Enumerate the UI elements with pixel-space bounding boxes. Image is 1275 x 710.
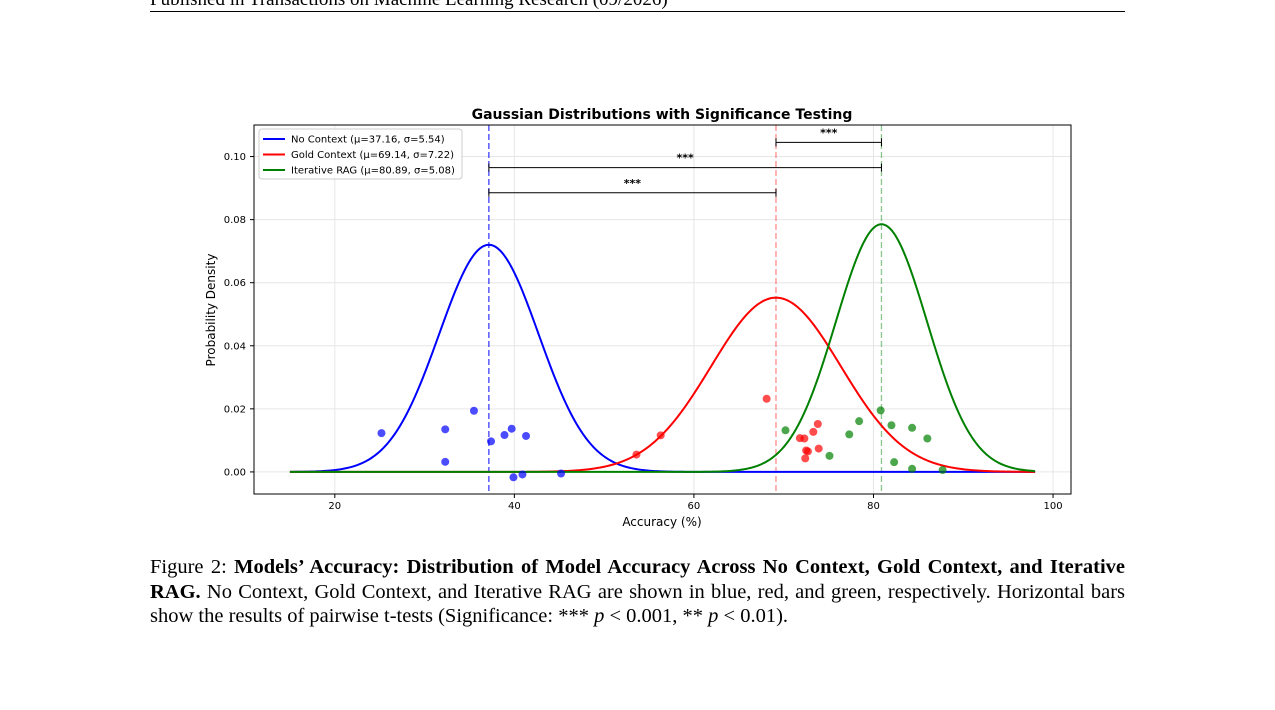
legend: No Context (μ=37.16, σ=5.54) Gold Context… bbox=[258, 128, 463, 180]
caption-p-1: p bbox=[594, 605, 605, 628]
y-tick-label: 0.10 bbox=[224, 152, 246, 163]
x-axis-label: Accuracy (%) bbox=[622, 515, 701, 529]
significance-bars: *** *** *** bbox=[488, 126, 882, 197]
data-point bbox=[809, 427, 818, 436]
y-tick-label: 0.04 bbox=[224, 341, 246, 352]
legend-entry: Iterative RAG (μ=80.89, σ=5.08) bbox=[291, 166, 455, 177]
data-point bbox=[656, 431, 665, 440]
data-point bbox=[908, 423, 917, 432]
data-point bbox=[876, 406, 885, 415]
y-tick-label: 0.00 bbox=[224, 467, 246, 478]
data-point bbox=[469, 406, 478, 415]
data-point bbox=[507, 424, 516, 433]
y-tick-label: 0.06 bbox=[224, 278, 246, 289]
data-point bbox=[855, 417, 864, 426]
x-tick-label: 40 bbox=[508, 501, 521, 512]
significance-label: *** bbox=[624, 177, 642, 190]
data-point bbox=[887, 421, 896, 430]
data-point bbox=[923, 434, 932, 443]
data-point bbox=[800, 434, 809, 443]
sample-points bbox=[377, 394, 947, 482]
data-point bbox=[813, 419, 822, 428]
significance-label: *** bbox=[677, 152, 695, 165]
data-point bbox=[803, 447, 812, 456]
caption-text-2: < 0.001, ** bbox=[604, 605, 709, 628]
chart-title: Gaussian Distributions with Significance… bbox=[472, 107, 853, 123]
data-point bbox=[509, 473, 518, 482]
x-tick-label: 60 bbox=[688, 501, 701, 512]
figure-caption: Figure 2: Models’ Accuracy: Distribution… bbox=[150, 555, 1125, 629]
caption-bold: Models’ Accuracy: Distribution of Model … bbox=[150, 556, 1126, 603]
y-tick-label: 0.08 bbox=[224, 215, 246, 226]
data-point bbox=[781, 426, 790, 435]
data-point bbox=[632, 450, 641, 459]
data-point bbox=[557, 469, 566, 478]
data-point bbox=[908, 464, 917, 473]
data-point bbox=[377, 429, 386, 438]
axis-ticks: 20 40 60 80 100 0.00 0.02 0.04 0.06 0.08 0.10 bbox=[224, 152, 1063, 512]
legend-entry: Gold Context (μ=69.14, σ=7.22) bbox=[291, 150, 454, 161]
data-point bbox=[762, 394, 771, 403]
data-point bbox=[825, 451, 834, 460]
x-tick-label: 100 bbox=[1043, 501, 1062, 512]
data-point bbox=[441, 457, 450, 466]
data-point bbox=[441, 425, 450, 434]
x-tick-label: 20 bbox=[328, 501, 341, 512]
caption-label: Figure 2: bbox=[150, 556, 235, 578]
data-point bbox=[518, 470, 527, 479]
significance-label: *** bbox=[820, 126, 838, 139]
running-header: Published in Transactions on Machine Lea… bbox=[150, 0, 1125, 12]
x-tick-label: 80 bbox=[867, 501, 880, 512]
data-point bbox=[522, 431, 531, 440]
y-tick-label: 0.02 bbox=[224, 404, 246, 415]
data-point bbox=[845, 430, 854, 439]
y-axis-label: Probability Density bbox=[204, 254, 218, 367]
data-point bbox=[487, 437, 496, 446]
data-point bbox=[500, 431, 509, 440]
mean-lines bbox=[488, 125, 883, 494]
legend-entry: No Context (μ=37.16, σ=5.54) bbox=[291, 135, 445, 146]
legend-box bbox=[258, 128, 463, 180]
caption-text-3: < 0.01). bbox=[718, 605, 789, 628]
data-point bbox=[938, 466, 947, 475]
data-point bbox=[814, 444, 823, 453]
caption-text-1: No Context, Gold Context, and Iterative … bbox=[150, 580, 1125, 628]
plot-frame bbox=[253, 124, 1072, 495]
caption-p-2: p bbox=[708, 605, 719, 628]
data-point bbox=[890, 458, 899, 467]
data-point bbox=[801, 454, 810, 463]
density-curve bbox=[289, 223, 1036, 473]
gaussian-figure: Gaussian Distributions with Significance… bbox=[204, 107, 1072, 529]
